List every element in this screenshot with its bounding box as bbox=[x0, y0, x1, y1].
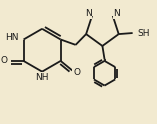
Text: O: O bbox=[0, 56, 7, 65]
Text: SH: SH bbox=[137, 29, 150, 38]
Text: HN: HN bbox=[5, 33, 18, 42]
Text: N: N bbox=[113, 9, 120, 18]
Text: N: N bbox=[85, 9, 91, 18]
Text: NH: NH bbox=[35, 73, 48, 82]
Text: O: O bbox=[73, 68, 80, 77]
